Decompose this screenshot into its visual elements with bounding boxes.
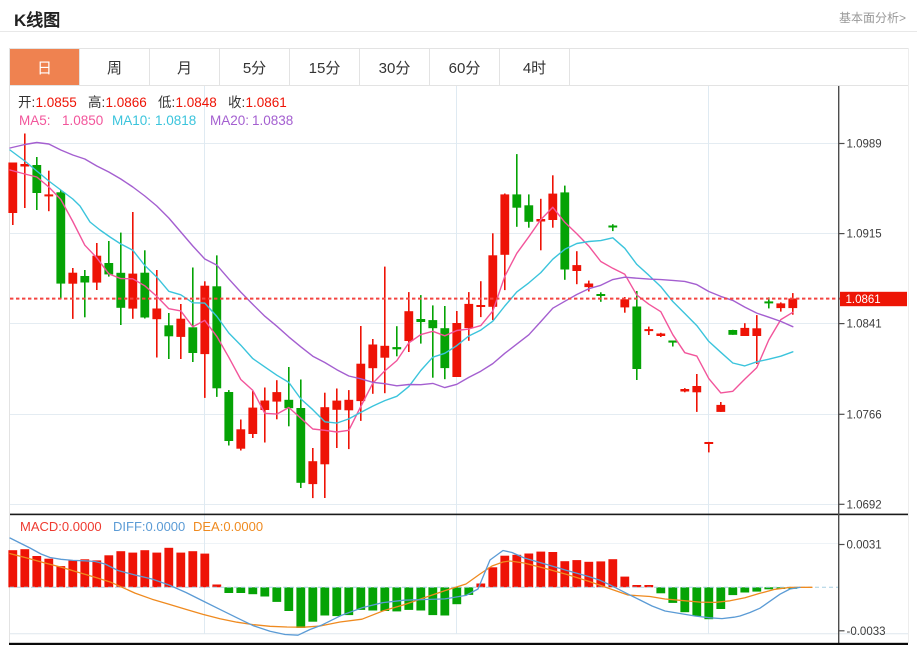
svg-text:1.0692: 1.0692 [847,499,882,511]
svg-text:高:: 高: [88,94,105,110]
svg-text:DIFF:0.0000: DIFF:0.0000 [113,519,185,534]
svg-text:收:: 收: [228,95,245,110]
svg-text:1.0841: 1.0841 [847,319,882,331]
svg-text:1.0866: 1.0866 [106,95,147,110]
svg-text:1.0989: 1.0989 [847,139,882,151]
svg-text:1.0915: 1.0915 [847,229,882,241]
svg-text:开:: 开: [18,95,35,110]
svg-text:1.0861: 1.0861 [846,294,881,306]
svg-text:-0.0033: -0.0033 [847,626,886,638]
svg-text:MA5:: MA5: [19,113,51,128]
svg-text:0.0031: 0.0031 [847,540,882,552]
svg-text:1.0861: 1.0861 [246,95,287,110]
svg-text:1.0838: 1.0838 [252,113,293,128]
svg-text:1.0818: 1.0818 [155,113,196,128]
svg-text:DEA:0.0000: DEA:0.0000 [193,519,263,534]
svg-text:1.0766: 1.0766 [847,409,882,421]
svg-text:MACD:0.0000: MACD:0.0000 [20,519,102,534]
svg-text:1.0855: 1.0855 [36,95,77,110]
svg-text:1.0850: 1.0850 [62,113,103,128]
svg-text:MA20:: MA20: [210,113,249,128]
svg-text:MA10:: MA10: [112,113,151,128]
svg-text:低:: 低: [158,95,175,110]
svg-text:1.0848: 1.0848 [176,95,217,110]
